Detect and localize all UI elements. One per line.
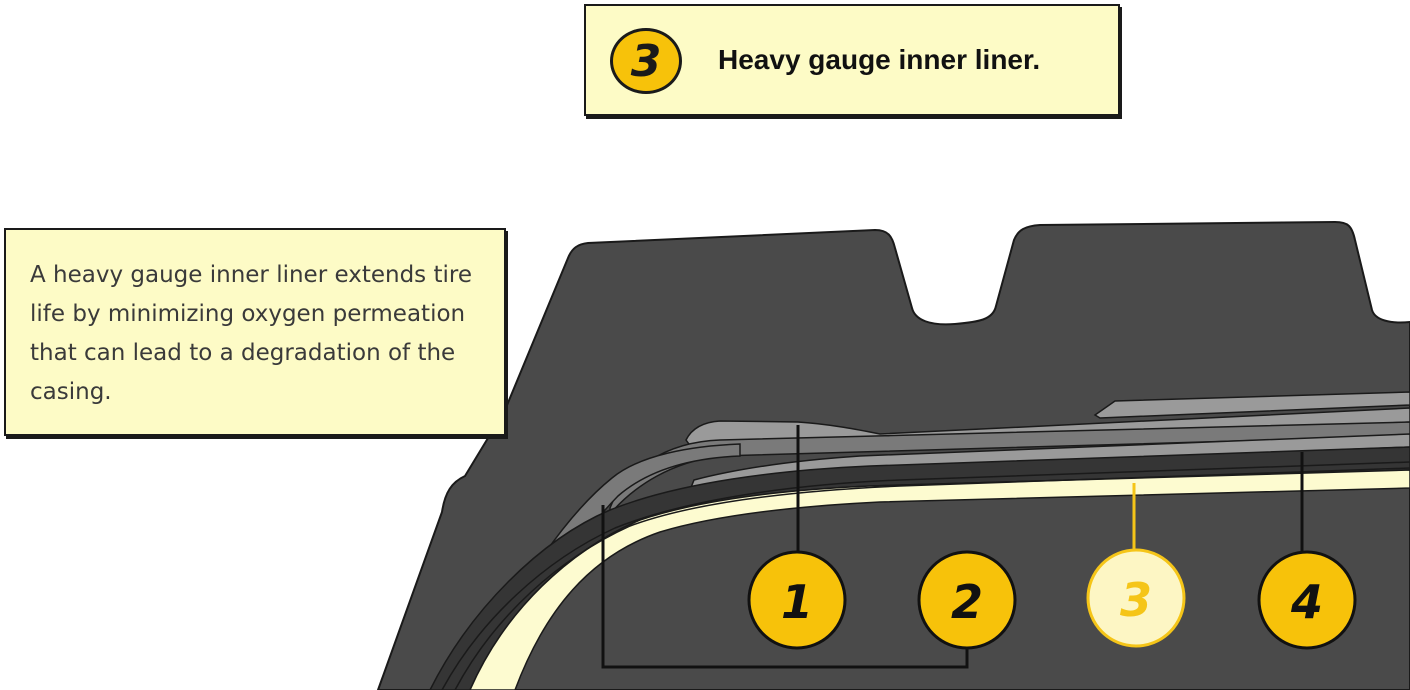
callout-number: 2 — [951, 575, 983, 629]
callout-number: 4 — [1290, 575, 1323, 629]
callout-number: 1 — [781, 575, 813, 629]
callout-badge-4: 4 — [1257, 550, 1357, 650]
callout-number: 3 — [1120, 573, 1152, 627]
title-heading: Heavy gauge inner liner. — [718, 44, 1041, 75]
leader-line-2 — [601, 505, 969, 669]
title-number-badge: 3 — [610, 28, 682, 94]
callout-badge-3-highlighted: 3 — [1086, 548, 1186, 648]
ply-line — [454, 467, 1410, 690]
upper-belt-layer — [1093, 391, 1410, 419]
ply-line — [441, 461, 1410, 690]
callout-badge-1: 1 — [747, 550, 847, 650]
description-callout-box: A heavy gauge inner liner extends tire l… — [4, 228, 506, 436]
title-callout-box: 3 Heavy gauge inner liner. — [584, 4, 1120, 116]
callout-badge-2: 2 — [917, 550, 1017, 650]
description-text: A heavy gauge inner liner extends tire l… — [30, 262, 472, 405]
